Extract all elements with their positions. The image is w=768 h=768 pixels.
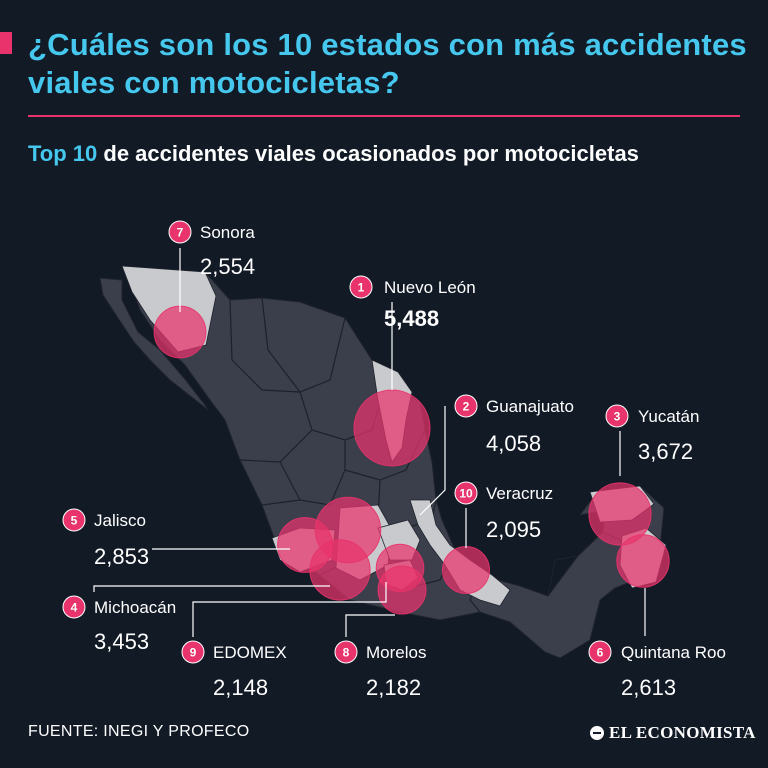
rank-badge-circle bbox=[334, 640, 358, 664]
el-economista-logo-icon bbox=[590, 726, 604, 740]
state-name-label: Veracruz bbox=[486, 484, 553, 503]
state-value-label: 2,853 bbox=[94, 544, 149, 569]
rank-number: 2 bbox=[463, 400, 470, 414]
rank-badge-8: 8 bbox=[334, 640, 358, 664]
rank-number: 1 bbox=[358, 281, 365, 295]
leader-line-rank-4 bbox=[93, 585, 330, 592]
state-name-label: Yucatán bbox=[638, 407, 699, 426]
state-value-label: 4,058 bbox=[486, 431, 541, 456]
rank-badge-circle bbox=[349, 275, 373, 299]
bubble-rank-5 bbox=[277, 517, 333, 573]
leader-line-rank-2 bbox=[419, 406, 446, 516]
rank-number: 10 bbox=[459, 487, 473, 501]
rank-badge-circle bbox=[181, 640, 205, 664]
rank-number: 9 bbox=[190, 646, 197, 660]
source-note: FUENTE: INEGI Y PROFECO bbox=[28, 723, 250, 740]
state-value-label: 5,488 bbox=[384, 306, 439, 331]
rank-badge-4: 4 bbox=[62, 595, 86, 619]
bubble-layer bbox=[153, 305, 670, 615]
rank-badge-circle bbox=[454, 394, 478, 418]
subtitle-text: de accidentes viales ocasionados por mot… bbox=[97, 141, 639, 166]
state-name-label: Sonora bbox=[200, 223, 255, 242]
rank-badge-1: 1 bbox=[349, 275, 373, 299]
bubble-rank-6 bbox=[616, 534, 670, 588]
rank-badge-circle bbox=[588, 640, 612, 664]
bubble-rank-9 bbox=[375, 543, 425, 593]
title-accent-bar bbox=[0, 32, 12, 54]
bubble-rank-10 bbox=[442, 546, 490, 594]
page-title: ¿Cuáles son los 10 estados con más accid… bbox=[28, 27, 747, 100]
title-divider bbox=[28, 115, 740, 117]
rank-badge-5: 5 bbox=[62, 508, 86, 532]
chart-subtitle: Top 10 de accidentes viales ocasionados … bbox=[28, 140, 728, 168]
state-name-label: Michoacán bbox=[94, 598, 176, 617]
state-value-label: 3,453 bbox=[94, 629, 149, 654]
rank-number: 3 bbox=[614, 410, 621, 424]
state-value-label: 2,095 bbox=[486, 517, 541, 542]
bubble-rank-1 bbox=[353, 389, 431, 467]
rank-badge-9: 9 bbox=[181, 640, 205, 664]
rank-badge-3: 3 bbox=[605, 404, 629, 428]
rank-number: 4 bbox=[71, 601, 78, 615]
state-value-label: 3,672 bbox=[638, 439, 693, 464]
rank-badge-circle bbox=[605, 404, 629, 428]
state-name-label: Guanajuato bbox=[486, 397, 574, 416]
rank-number: 8 bbox=[343, 646, 350, 660]
state-name-label: Morelos bbox=[366, 643, 426, 662]
rank-number: 5 bbox=[71, 514, 78, 528]
brand-logo: EL ECONOMISTA bbox=[590, 723, 756, 743]
rank-badge-7: 7 bbox=[168, 220, 192, 244]
rank-badge-10: 10 bbox=[454, 481, 478, 505]
leader-line-rank-9 bbox=[192, 582, 387, 637]
rank-badge-circle bbox=[454, 481, 478, 505]
bubble-rank-7 bbox=[153, 305, 207, 359]
rank-number: 7 bbox=[177, 226, 184, 240]
state-value-label: 2,148 bbox=[213, 675, 268, 700]
state-value-label: 2,182 bbox=[366, 675, 421, 700]
bubble-rank-3 bbox=[588, 482, 652, 546]
rank-badge-2: 2 bbox=[454, 394, 478, 418]
state-value-label: 2,613 bbox=[621, 675, 676, 700]
state-name-label: Nuevo León bbox=[384, 278, 476, 297]
rank-badge-6: 6 bbox=[588, 640, 612, 664]
label-layer: 1 Nuevo León 5,488 2 Guanajuato 4,058 3 Yucatán… bbox=[62, 220, 726, 700]
baja-california bbox=[99, 277, 209, 411]
rank-badge-circle bbox=[62, 508, 86, 532]
leader-line-layer bbox=[93, 248, 646, 637]
rank-badge-circle bbox=[168, 220, 192, 244]
brand-name: EL ECONOMISTA bbox=[609, 723, 756, 742]
rank-number: 6 bbox=[597, 646, 604, 660]
state-name-label: Quintana Roo bbox=[621, 643, 726, 662]
state-name-label: Jalisco bbox=[94, 511, 146, 530]
rank-badge-circle bbox=[62, 595, 86, 619]
state-value-label: 2,554 bbox=[200, 254, 255, 279]
leader-line-rank-8 bbox=[345, 614, 395, 637]
subtitle-highlight: Top 10 bbox=[28, 141, 98, 166]
state-name-label: EDOMEX bbox=[213, 643, 287, 662]
